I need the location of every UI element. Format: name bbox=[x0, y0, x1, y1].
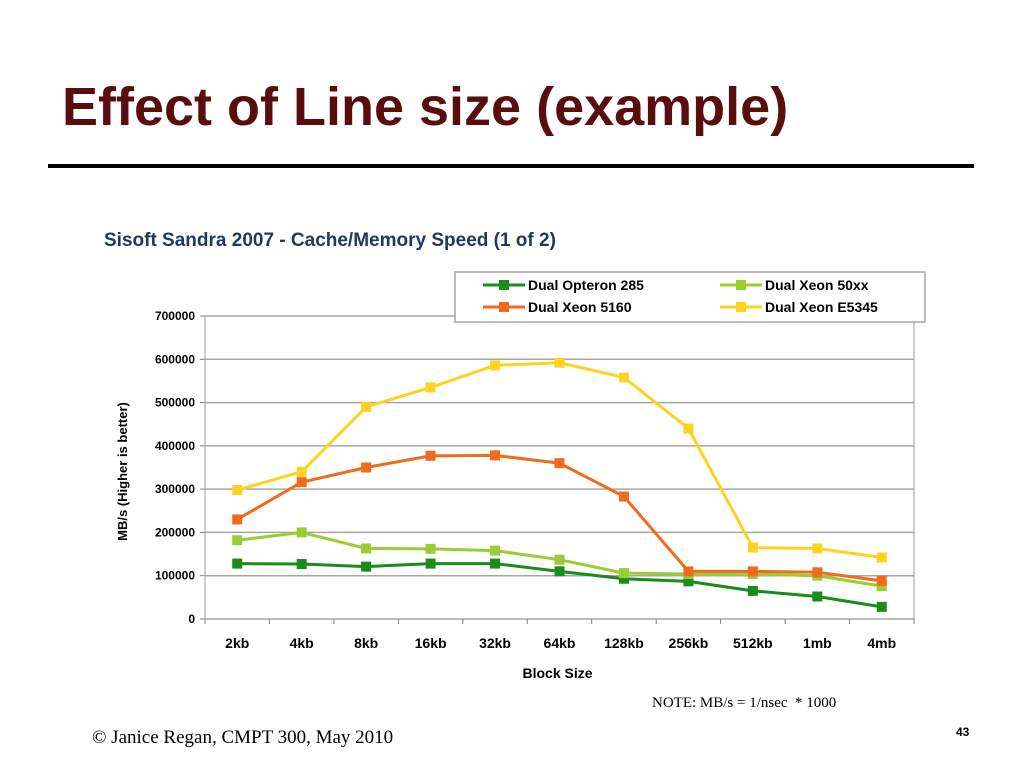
legend-swatch-marker bbox=[736, 302, 746, 312]
data-point bbox=[618, 372, 629, 383]
data-point bbox=[490, 360, 501, 371]
data-point bbox=[683, 566, 694, 577]
y-tick-label: 700000 bbox=[155, 309, 195, 323]
x-tick-label: 4mb bbox=[867, 635, 896, 651]
x-tick-label: 128kb bbox=[604, 635, 644, 651]
data-point bbox=[296, 527, 307, 538]
title-divider bbox=[48, 164, 974, 168]
data-point bbox=[747, 585, 758, 596]
data-point bbox=[361, 462, 372, 473]
data-point bbox=[296, 559, 307, 570]
data-point bbox=[296, 466, 307, 477]
data-point bbox=[425, 558, 436, 569]
x-tick-label: 2kb bbox=[225, 635, 249, 651]
data-point bbox=[876, 552, 887, 563]
data-point bbox=[425, 382, 436, 393]
data-point bbox=[232, 558, 243, 569]
legend-label: Dual Opteron 285 bbox=[528, 277, 644, 293]
data-point bbox=[812, 567, 823, 578]
note-text: NOTE: MB/s = 1/nsec * 1000 bbox=[652, 695, 837, 711]
y-tick-label: 600000 bbox=[155, 352, 195, 366]
data-point bbox=[490, 545, 501, 556]
data-point bbox=[490, 450, 501, 461]
data-point bbox=[618, 491, 629, 502]
legend-label: Dual Xeon 50xx bbox=[765, 277, 869, 293]
y-tick-label: 400000 bbox=[155, 439, 195, 453]
data-point bbox=[425, 543, 436, 554]
copyright-footer: © Janice Regan, CMPT 300, May 2010 bbox=[92, 727, 394, 748]
x-tick-label: 16kb bbox=[415, 635, 447, 651]
data-point bbox=[876, 575, 887, 586]
y-tick-label: 200000 bbox=[155, 525, 195, 539]
data-point bbox=[232, 535, 243, 546]
data-point bbox=[554, 357, 565, 368]
data-point bbox=[618, 568, 629, 579]
data-point bbox=[876, 601, 887, 612]
x-tick-label: 1mb bbox=[803, 635, 832, 651]
y-tick-label: 100000 bbox=[155, 569, 195, 583]
y-tick-label: 0 bbox=[188, 612, 195, 626]
data-point bbox=[876, 581, 887, 592]
y-axis-label: MB/s (Higher is better) bbox=[115, 402, 130, 541]
data-point bbox=[618, 573, 629, 584]
data-point bbox=[554, 554, 565, 565]
legend-box bbox=[454, 271, 926, 323]
legend-swatch-marker bbox=[736, 280, 746, 290]
legend-swatch-marker bbox=[499, 302, 509, 312]
x-tick-label: 512kb bbox=[733, 635, 773, 651]
slide-title: Effect of Line size (example) bbox=[62, 77, 789, 137]
data-point bbox=[747, 566, 758, 577]
data-point bbox=[361, 401, 372, 412]
x-tick-label: 64kb bbox=[544, 635, 576, 651]
legend-label: Dual Xeon E5345 bbox=[765, 299, 878, 315]
x-tick-label: 8kb bbox=[354, 635, 378, 651]
data-point bbox=[554, 566, 565, 577]
y-tick-label: 500000 bbox=[155, 396, 195, 410]
data-point bbox=[747, 542, 758, 553]
data-point bbox=[361, 543, 372, 554]
data-point bbox=[812, 591, 823, 602]
y-tick-label: 300000 bbox=[155, 482, 195, 496]
data-point bbox=[296, 477, 307, 488]
data-point bbox=[490, 558, 501, 569]
data-point bbox=[425, 450, 436, 461]
data-point bbox=[683, 576, 694, 587]
data-point bbox=[361, 561, 372, 572]
data-point bbox=[232, 485, 243, 496]
x-axis-label: Block Size bbox=[522, 665, 592, 681]
x-tick-label: 4kb bbox=[290, 635, 314, 651]
legend-swatch-marker bbox=[499, 280, 509, 290]
legend-label: Dual Xeon 5160 bbox=[528, 299, 632, 315]
data-point bbox=[554, 458, 565, 469]
chart-title: Sisoft Sandra 2007 - Cache/Memory Speed … bbox=[104, 230, 556, 251]
x-tick-label: 32kb bbox=[479, 635, 511, 651]
data-point bbox=[812, 543, 823, 554]
data-point bbox=[683, 423, 694, 434]
x-tick-label: 256kb bbox=[669, 635, 709, 651]
data-point bbox=[232, 514, 243, 525]
page-number: 43 bbox=[956, 725, 970, 739]
